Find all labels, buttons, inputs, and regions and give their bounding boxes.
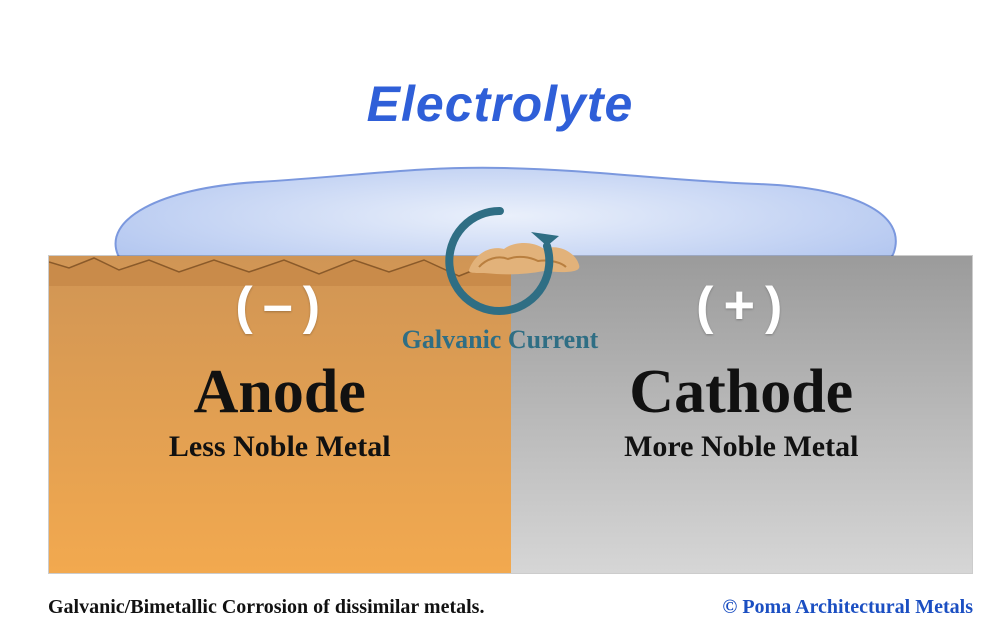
anode-sign-right-paren: ) [303,277,324,335]
anode-heading: Anode [49,361,511,424]
anode-label: Anode Less Noble Metal [49,361,511,464]
cathode-sign-right-paren: ) [765,277,786,335]
cathode-sign-left-paren: ( [696,277,717,335]
cathode-heading: Cathode [511,361,973,424]
anode-sign-left-paren: ( [235,277,256,335]
galvanic-current-label: Galvanic Current [402,325,599,355]
diagram-stage: Electrolyte (–) Anode Less Noble Metal [0,0,1000,639]
credit-text: © Poma Architectural Metals [722,596,973,619]
galvanic-current-arrow-icon [435,196,565,326]
footer: Galvanic/Bimetallic Corrosion of dissimi… [48,596,973,619]
caption-text: Galvanic/Bimetallic Corrosion of dissimi… [48,596,484,619]
cathode-label: Cathode More Noble Metal [511,361,973,464]
cathode-subheading: More Noble Metal [511,430,973,464]
cathode-block: (+) Cathode More Noble Metal [511,256,973,573]
electrolyte-title: Electrolyte [0,75,1000,133]
anode-sign-glyph: – [257,275,303,335]
anode-subheading: Less Noble Metal [49,430,511,464]
cathode-sign-glyph: + [717,275,765,335]
